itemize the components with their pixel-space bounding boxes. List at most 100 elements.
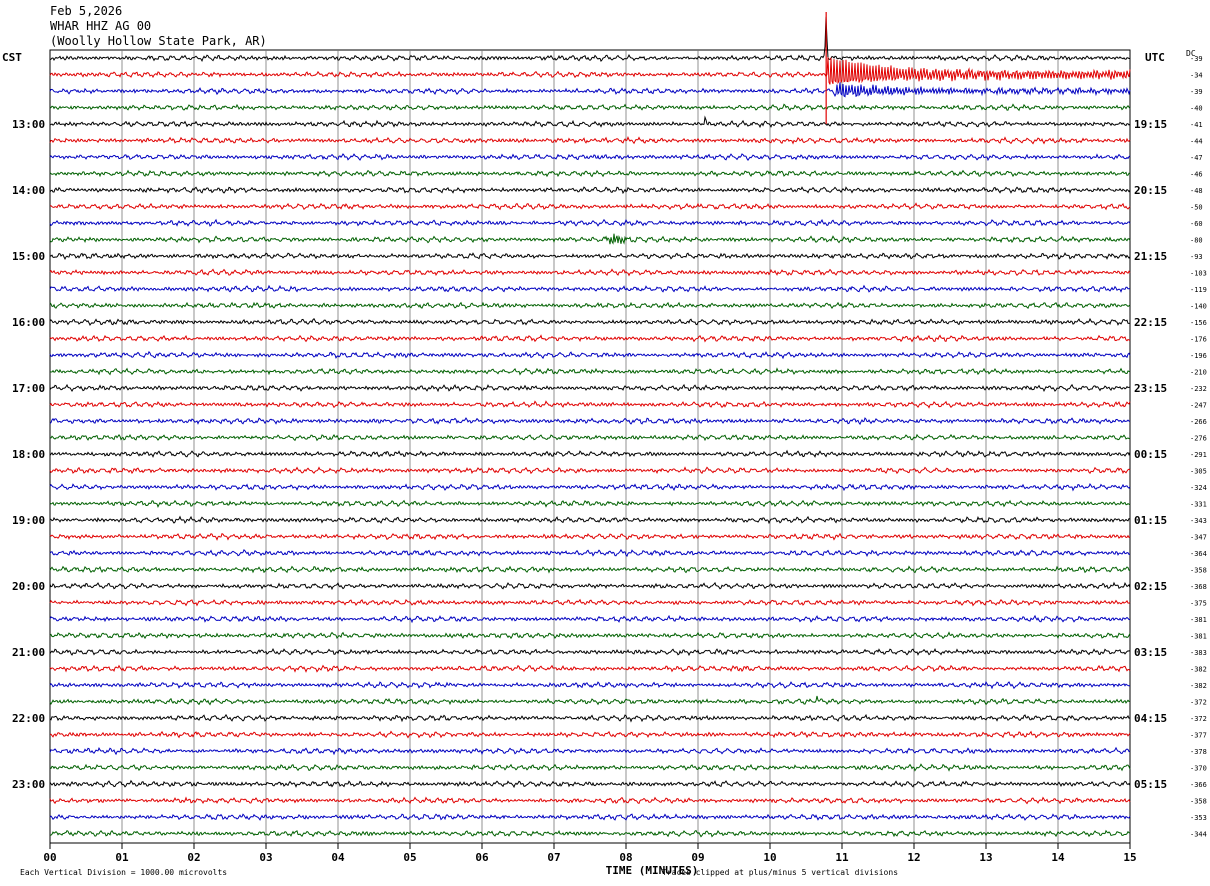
- dc-offset-label: -383: [1190, 649, 1207, 657]
- right-hour-label: 00:15: [1134, 448, 1167, 461]
- seismic-trace: [49, 466, 1131, 475]
- x-tick-label: 00: [43, 851, 56, 864]
- seismic-trace: [49, 548, 1131, 558]
- dc-offset-label: -196: [1190, 352, 1207, 360]
- dc-offset-label: -382: [1190, 666, 1207, 674]
- dc-offset-label: -305: [1190, 468, 1207, 476]
- seismic-trace: [49, 598, 1131, 607]
- seismic-trace: [50, 202, 1131, 211]
- dc-offset-label: -347: [1190, 534, 1207, 542]
- seismic-trace: [49, 115, 1131, 129]
- right-hour-label: 02:15: [1134, 580, 1167, 593]
- seismic-trace: [49, 499, 1131, 509]
- dc-offset-label: -364: [1190, 550, 1207, 558]
- seismic-trace: [49, 515, 1131, 525]
- dc-offset-label: -381: [1190, 616, 1207, 624]
- seismic-trace: [49, 82, 1131, 98]
- right-hour-label: 04:15: [1134, 712, 1167, 725]
- seismic-trace: [49, 417, 1131, 426]
- seismic-trace: [49, 383, 1131, 393]
- dc-offset-label: -370: [1190, 765, 1207, 773]
- seismic-trace: [49, 252, 1131, 260]
- dc-offset-label: -39: [1190, 88, 1203, 96]
- seismic-trace: [49, 268, 1131, 277]
- dc-offset-label: -156: [1190, 319, 1207, 327]
- seismic-trace: [49, 400, 1131, 409]
- x-tick-label: 03: [259, 851, 272, 864]
- dc-offset-label: -34: [1190, 72, 1203, 80]
- right-hour-label: 20:15: [1134, 184, 1167, 197]
- seismic-trace: [49, 218, 1131, 227]
- right-hour-label: 21:15: [1134, 250, 1167, 263]
- dc-offset-label: -358: [1190, 798, 1207, 806]
- dc-offset-label: -331: [1190, 501, 1207, 509]
- x-tick-label: 10: [763, 851, 776, 864]
- dc-offset-label: -60: [1190, 220, 1203, 228]
- dc-offset-label: -324: [1190, 484, 1207, 492]
- dc-offset-label: -353: [1190, 814, 1207, 822]
- dc-offset-label: -40: [1190, 105, 1203, 113]
- dc-offset-label: -382: [1190, 682, 1207, 690]
- x-tick-label: 11: [835, 851, 849, 864]
- dc-offset-label: -44: [1190, 138, 1203, 146]
- seismic-trace: [49, 614, 1131, 624]
- seismic-trace: [49, 169, 1131, 178]
- dc-offset-label: -372: [1190, 715, 1207, 723]
- dc-offset-label: -210: [1190, 369, 1207, 377]
- dc-offset-label: -119: [1190, 286, 1207, 294]
- dc-offset-label: -48: [1190, 187, 1203, 195]
- seismic-trace: [49, 581, 1131, 591]
- seismic-trace: [49, 433, 1131, 442]
- right-hour-label: 03:15: [1134, 646, 1167, 659]
- seismic-trace: [49, 16, 1130, 63]
- seismic-trace: [49, 317, 1131, 326]
- dc-offset-label: -368: [1190, 583, 1207, 591]
- seismic-trace: [49, 631, 1131, 640]
- x-tick-label: 02: [187, 851, 200, 864]
- left-hour-label: 22:00: [12, 712, 45, 725]
- seismic-trace: [49, 713, 1131, 723]
- dc-offset-label: -46: [1190, 171, 1203, 179]
- date-label: Feb 5,2026: [50, 4, 123, 18]
- seismic-trace: [49, 482, 1131, 492]
- dc-offset-label: -291: [1190, 451, 1207, 459]
- seismic-trace: [49, 334, 1131, 343]
- seismic-trace: [49, 103, 1131, 112]
- dc-offset-label: -41: [1190, 121, 1203, 129]
- x-tick-label: 04: [331, 851, 345, 864]
- seismic-trace: [49, 680, 1131, 690]
- dc-offset-label: -377: [1190, 732, 1207, 740]
- x-tick-label: 15: [1123, 851, 1136, 864]
- left-hour-label: 18:00: [12, 448, 45, 461]
- x-tick-label: 09: [691, 851, 704, 864]
- seismic-trace: [49, 746, 1131, 756]
- dc-offset-label: -47: [1190, 154, 1203, 162]
- x-tick-label: 01: [115, 851, 129, 864]
- dc-offset-label: -358: [1190, 567, 1207, 575]
- dc-offset-label: -266: [1190, 418, 1207, 426]
- seismic-trace: [49, 763, 1131, 772]
- x-tick-label: 05: [403, 851, 416, 864]
- seismic-trace: [49, 57, 1131, 85]
- dc-offset-label: -366: [1190, 781, 1207, 789]
- seismic-trace: [49, 449, 1131, 458]
- right-hour-label: 05:15: [1134, 778, 1167, 791]
- seismic-trace: [49, 779, 1131, 789]
- right-hour-label: 19:15: [1134, 118, 1167, 131]
- scale-note: Each Vertical Division = 1000.00 microvo…: [20, 868, 228, 877]
- left-hour-label: 20:00: [12, 580, 45, 593]
- seismic-trace: [49, 730, 1131, 739]
- clip-note: Traces clipped at plus/minus 5 vertical …: [662, 868, 899, 877]
- left-hour-label: 13:00: [12, 118, 45, 131]
- seismic-trace: [49, 532, 1131, 541]
- right-timezone-label: UTC: [1145, 51, 1165, 64]
- dc-offset-label: -232: [1190, 385, 1207, 393]
- seismic-trace: [49, 647, 1131, 657]
- left-hour-label: 15:00: [12, 250, 45, 263]
- dc-offset-label: -176: [1190, 336, 1207, 344]
- x-tick-label: 13: [979, 851, 992, 864]
- dc-offset-label: -276: [1190, 435, 1207, 443]
- left-timezone-label: CST: [2, 51, 22, 64]
- dc-offset-label: -343: [1190, 517, 1207, 525]
- left-hour-label: 17:00: [12, 382, 45, 395]
